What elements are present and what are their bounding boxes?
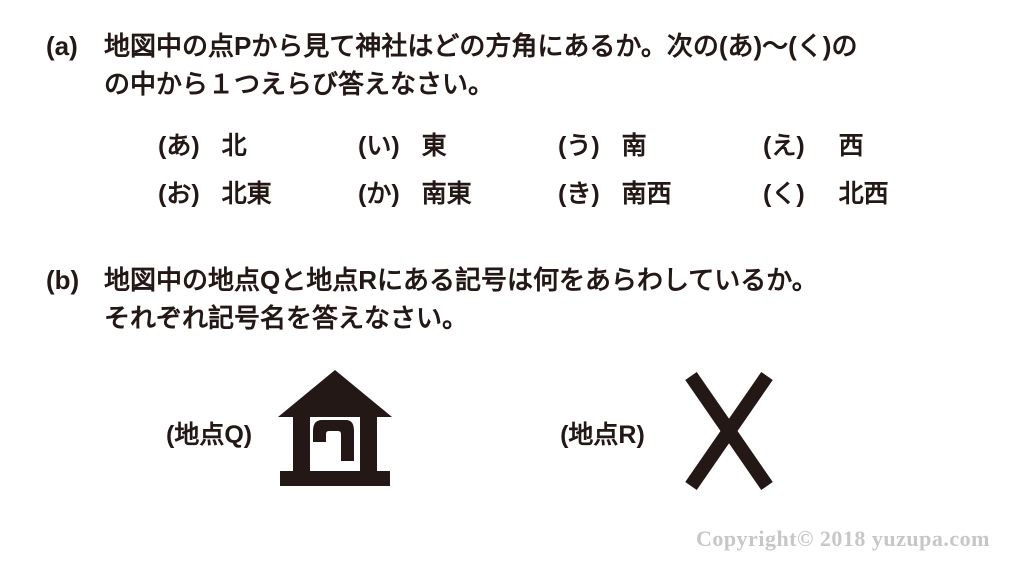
choice-mark: (か) xyxy=(358,171,400,219)
question-a-label: (a) xyxy=(46,28,104,66)
question-a-heading: (a) 地図中の点Pから見て神社はどの方角にあるか。次の(あ)〜(く)の の中か… xyxy=(46,28,984,103)
choice-value: 北 xyxy=(222,123,247,171)
symbols-row: (地点Q) xyxy=(46,366,984,501)
choice-mark: (あ) xyxy=(158,123,200,171)
question-a-line1: 地図中の点Pから見て神社はどの方角にあるか。次の(あ)〜(く)の xyxy=(104,28,984,66)
worksheet-page: (a) 地図中の点Pから見て神社はどの方角にあるか。次の(あ)〜(く)の の中か… xyxy=(0,0,1024,564)
choice-value: 北東 xyxy=(222,171,272,219)
choice-i: (い) 東 xyxy=(358,123,558,171)
question-b: (b) 地図中の地点Qと地点Rにある記号は何をあらわしているか。 それぞれ記号名… xyxy=(46,262,984,500)
point-r-label: (地点R) xyxy=(560,415,645,451)
choice-value: 南西 xyxy=(622,171,672,219)
choice-value: 南 xyxy=(622,123,647,171)
question-b-heading: (b) 地図中の地点Qと地点Rにある記号は何をあらわしているか。 それぞれ記号名… xyxy=(46,262,984,337)
choice-mark: (お) xyxy=(158,171,200,219)
choice-mark: (き) xyxy=(558,171,600,219)
choice-grid: (あ) 北 (い) 東 (う) 南 (え) 西 (お) xyxy=(158,123,984,218)
question-a-line2: の中から１つえらび答えなさい。 xyxy=(104,66,984,104)
choice-e: (え) 西 xyxy=(763,123,963,171)
choice-mark: (い) xyxy=(358,123,400,171)
choice-ka: (か) 南東 xyxy=(358,171,558,219)
choice-value: 東 xyxy=(422,123,447,171)
point-q-group: (地点Q) xyxy=(166,366,410,501)
choice-mark: (う) xyxy=(558,123,600,171)
choice-o: (お) 北東 xyxy=(158,171,358,219)
x-cross-icon xyxy=(679,370,779,497)
choice-u: (う) 南 xyxy=(558,123,763,171)
museum-home-icon xyxy=(260,366,410,501)
choice-value: 南東 xyxy=(422,171,472,219)
question-b-line2: それぞれ記号名を答えなさい。 xyxy=(104,300,984,338)
choice-mark: (え) xyxy=(763,123,805,171)
question-b-line1: 地図中の地点Qと地点Rにある記号は何をあらわしているか。 xyxy=(104,262,984,300)
choice-mark: (く) xyxy=(763,171,805,219)
point-r-group: (地点R) xyxy=(560,370,779,497)
choice-a: (あ) 北 xyxy=(158,123,358,171)
question-a: (a) 地図中の点Pから見て神社はどの方角にあるか。次の(あ)〜(く)の の中か… xyxy=(46,28,984,218)
copyright-text: Copyright© 2018 yuzupa.com xyxy=(696,526,990,552)
question-a-text: 地図中の点Pから見て神社はどの方角にあるか。次の(あ)〜(く)の の中から１つえ… xyxy=(104,28,984,103)
choice-ku: (く) 北西 xyxy=(763,171,963,219)
choice-row-1: (あ) 北 (い) 東 (う) 南 (え) 西 xyxy=(158,123,984,171)
point-q-label: (地点Q) xyxy=(166,415,252,451)
question-b-text: 地図中の地点Qと地点Rにある記号は何をあらわしているか。 それぞれ記号名を答えな… xyxy=(104,262,984,337)
choice-value: 北西 xyxy=(839,171,889,219)
choice-value: 西 xyxy=(839,123,864,171)
choice-ki: (き) 南西 xyxy=(558,171,763,219)
question-b-label: (b) xyxy=(46,262,104,300)
choice-row-2: (お) 北東 (か) 南東 (き) 南西 (く) 北西 xyxy=(158,171,984,219)
